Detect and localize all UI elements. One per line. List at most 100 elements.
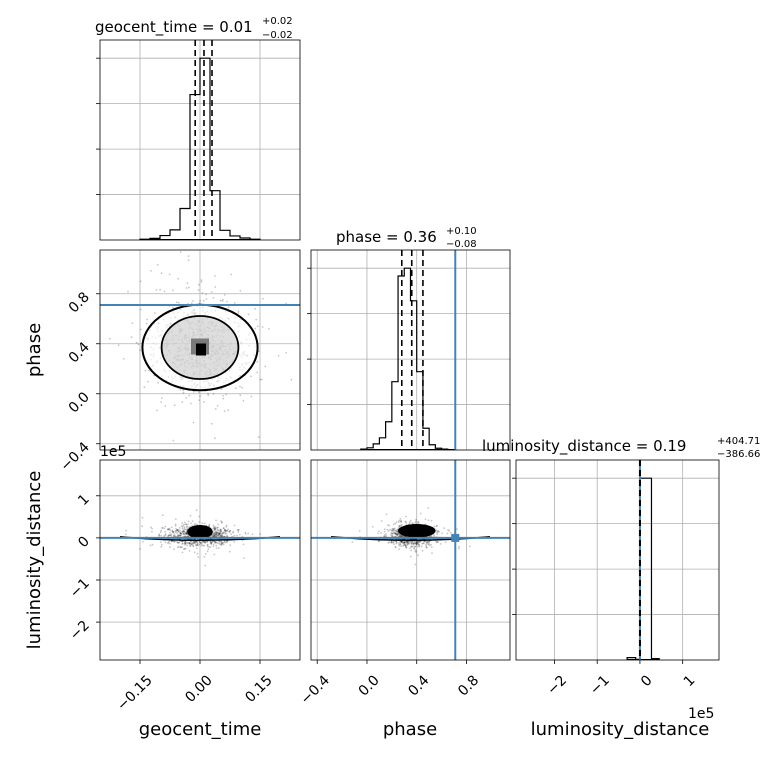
- scatter-point: [185, 532, 188, 534]
- scatter-point: [414, 520, 417, 523]
- scatter-point: [213, 533, 216, 536]
- scatter-point: [259, 533, 262, 535]
- scatter-point: [221, 521, 224, 523]
- scatter-point: [209, 540, 212, 543]
- scatter-point: [398, 548, 400, 551]
- scatter-point: [144, 369, 147, 372]
- scatter-point: [191, 542, 194, 545]
- xtick-label-luminosity_distance-0: −2: [544, 672, 570, 698]
- scatter-point: [181, 543, 184, 545]
- scatter-point: [185, 523, 187, 525]
- scatter-point: [404, 545, 407, 547]
- scatter-point: [242, 399, 245, 402]
- scatter-point: [177, 530, 180, 533]
- scatter-point: [254, 308, 257, 310]
- scatter-point: [174, 523, 177, 526]
- scatter-point: [212, 530, 215, 533]
- scatter-point: [193, 541, 196, 543]
- scatter-point: [179, 389, 182, 391]
- scatter-point: [167, 528, 169, 531]
- scatter-point: [203, 541, 206, 544]
- scatter-point: [388, 541, 391, 544]
- scatter-point: [395, 521, 398, 523]
- scatter-point: [218, 533, 221, 536]
- scatter-point: [435, 529, 438, 532]
- scatter-point: [229, 529, 232, 532]
- scatter-point: [436, 530, 439, 533]
- scatter-point: [257, 436, 260, 438]
- scatter-point: [163, 527, 166, 530]
- title-geocent-time: geocent_time = 0.01: [95, 18, 253, 37]
- scatter-point: [188, 541, 191, 544]
- scatter-point: [164, 541, 167, 544]
- scatter-point: [406, 541, 409, 543]
- scatter-point: [189, 543, 192, 545]
- scatter-point: [419, 512, 422, 515]
- scatter-point: [236, 534, 239, 537]
- scatter-point: [446, 532, 449, 535]
- hist-frame-luminosity_distance: [515, 459, 720, 661]
- scatter-point: [228, 530, 231, 533]
- scatter-point: [394, 522, 397, 525]
- scatter-point: [222, 298, 225, 301]
- scatter-point: [396, 534, 399, 537]
- scatter-point: [402, 542, 405, 545]
- scatter-point: [183, 527, 186, 530]
- scatter-point: [225, 532, 228, 535]
- scatter-point: [417, 554, 419, 557]
- scatter-point: [394, 529, 397, 532]
- scatter-point: [151, 543, 154, 546]
- scatter-point: [151, 527, 153, 530]
- scatter-point: [394, 532, 396, 535]
- scatter-point: [410, 545, 412, 548]
- scatter-point: [219, 530, 222, 533]
- scatter-point: [164, 525, 167, 528]
- scatter-point: [161, 526, 164, 529]
- scatter-point: [211, 541, 214, 543]
- scatter-point: [222, 527, 225, 530]
- scatter-point: [385, 513, 388, 516]
- scatter-point: [178, 540, 181, 543]
- scatter-point: [159, 531, 162, 534]
- scatter-point: [223, 529, 226, 532]
- scatter-point: [140, 328, 142, 331]
- scatter-point: [160, 397, 163, 399]
- xtick-label-geocent_time-2: 0.15: [242, 672, 275, 705]
- ytick-label-phase-1: 0.0: [66, 389, 93, 416]
- scatter-point: [443, 527, 446, 529]
- scatter-point: [196, 540, 199, 543]
- scatter-point: [218, 532, 221, 535]
- scatter-point: [177, 542, 180, 544]
- scatter-point: [214, 542, 217, 544]
- scatter-point: [214, 533, 217, 536]
- scatter-point: [186, 544, 188, 547]
- scatter-point: [189, 541, 192, 544]
- scatter-point: [396, 530, 398, 533]
- scatter-point: [188, 542, 191, 545]
- scatter-point: [192, 540, 195, 543]
- scatter-point: [210, 291, 213, 293]
- scatter-point: [185, 533, 188, 535]
- scatter-point: [215, 531, 218, 534]
- scatter-point: [158, 535, 161, 537]
- scatter-point: [408, 542, 410, 545]
- ytick-label-luminosity_distance-0: −2: [67, 618, 93, 644]
- scatter-point: [250, 375, 252, 378]
- scatter-point: [176, 535, 179, 537]
- scatter-point: [408, 541, 411, 544]
- scatter-point: [404, 541, 406, 544]
- scatter-point: [380, 520, 383, 522]
- scatter-point: [192, 421, 195, 424]
- scatter-point: [175, 301, 178, 304]
- scatter-point: [398, 541, 401, 544]
- scatter-point: [405, 540, 408, 543]
- scatter-point: [409, 555, 412, 558]
- scatter-point: [213, 526, 215, 528]
- scatter-point: [216, 531, 218, 534]
- scatter-point: [261, 326, 264, 328]
- scatter-point: [394, 532, 397, 535]
- scatter-point: [182, 391, 185, 394]
- scatter-point: [441, 532, 444, 535]
- scatter-point: [254, 327, 257, 330]
- scatter-point: [184, 542, 187, 545]
